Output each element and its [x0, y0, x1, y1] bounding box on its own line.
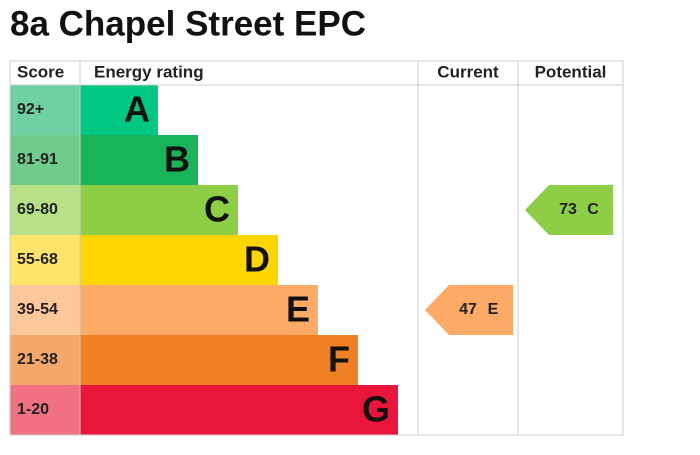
- score-range: 39-54: [17, 301, 58, 318]
- rating-bar: [80, 235, 278, 285]
- rating-bar: [80, 335, 358, 385]
- score-range: 55-68: [17, 251, 58, 268]
- column-header: Score: [17, 62, 64, 81]
- score-range: 1-20: [17, 401, 49, 418]
- score-cell: [10, 385, 80, 435]
- score-range: 81-91: [17, 151, 58, 168]
- current-value: 47: [459, 301, 477, 318]
- score-range: 21-38: [17, 351, 58, 368]
- potential-arrow: [525, 185, 613, 235]
- score-cell: [10, 85, 80, 135]
- current-arrow: [425, 285, 513, 335]
- score-cell: [10, 335, 80, 385]
- score-range: 92+: [17, 101, 44, 118]
- rating-bar: [80, 185, 238, 235]
- rating-letter: E: [286, 289, 310, 330]
- current-rating: E: [488, 301, 499, 318]
- rating-letter: G: [362, 389, 390, 430]
- rating-letter: D: [244, 239, 270, 280]
- chart-title: 8a Chapel Street EPC: [10, 4, 366, 43]
- column-header: Current: [437, 62, 499, 81]
- potential-rating: C: [587, 201, 599, 218]
- rating-letter: F: [328, 339, 350, 380]
- score-range: 69-80: [17, 201, 58, 218]
- score-cell: [10, 285, 80, 335]
- score-cell: [10, 235, 80, 285]
- score-cell: [10, 135, 80, 185]
- rating-letter: B: [164, 139, 190, 180]
- rating-bar: [80, 385, 398, 435]
- rating-bar: [80, 135, 198, 185]
- column-header: Potential: [535, 62, 607, 81]
- rating-letter: C: [204, 189, 230, 230]
- rating-letter: A: [124, 89, 150, 130]
- score-cell: [10, 185, 80, 235]
- rating-bar: [80, 85, 158, 135]
- column-header: Energy rating: [94, 62, 204, 81]
- potential-value: 73: [559, 201, 577, 218]
- rating-bar: [80, 285, 318, 335]
